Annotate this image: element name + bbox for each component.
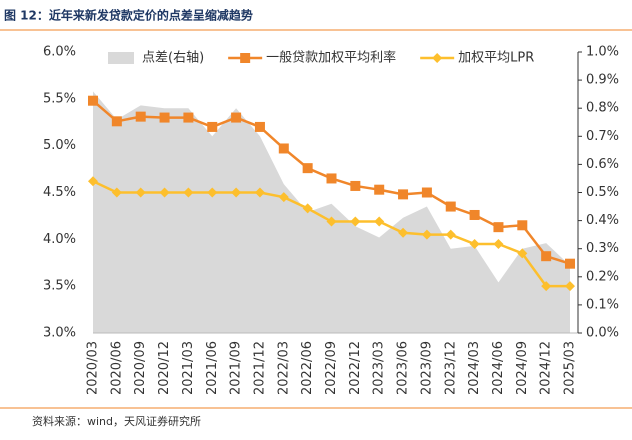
y2-tick-label: 0.7%	[586, 129, 619, 144]
marker	[88, 176, 98, 187]
y2-tick-label: 1.0%	[586, 45, 619, 60]
y-tick-label: 5.0%	[43, 138, 76, 153]
marker	[326, 216, 337, 227]
marker	[159, 187, 170, 198]
marker	[445, 229, 456, 240]
y2-tick-label: 0.8%	[586, 101, 619, 116]
legend-label: 点差(右轴)	[142, 51, 204, 66]
legend-marker	[240, 53, 251, 63]
y-tick-label: 6.0%	[43, 45, 76, 60]
source-note: 资料来源：wind，天风证券研究所	[32, 414, 201, 428]
x-tick-label: 2023/09	[419, 341, 434, 395]
marker	[254, 121, 265, 132]
marker	[493, 222, 504, 233]
area	[93, 91, 570, 333]
marker	[278, 192, 289, 203]
x-tick-label: 2022/09	[324, 341, 339, 395]
marker	[374, 216, 385, 227]
y2-tick-label: 0.0%	[586, 326, 619, 341]
marker	[231, 112, 242, 123]
x-tick-label: 2023/06	[396, 341, 411, 395]
marker	[398, 189, 409, 200]
y2-tick-label: 0.2%	[586, 269, 619, 284]
x-tick-label: 2020/03	[86, 341, 101, 395]
marker	[135, 111, 146, 122]
marker	[326, 173, 337, 184]
marker	[469, 209, 480, 220]
marker	[111, 187, 122, 198]
marker	[374, 184, 385, 195]
marker	[350, 216, 361, 227]
marker	[517, 248, 528, 259]
marker	[207, 187, 218, 198]
x-tick-label: 2024/09	[515, 341, 530, 395]
legend-label: 加权平均LPR	[458, 50, 534, 66]
legend-label: 一般贷款加权平均利率	[266, 50, 396, 66]
marker	[517, 220, 528, 231]
marker	[350, 180, 361, 191]
marker	[302, 203, 313, 214]
y-tick-label: 3.5%	[43, 279, 76, 294]
y2-tick-label: 0.9%	[586, 73, 619, 88]
marker	[493, 239, 504, 250]
marker	[421, 229, 432, 240]
marker	[541, 281, 552, 292]
x-tick-label: 2022/12	[348, 341, 363, 395]
y-tick-label: 5.5%	[43, 91, 76, 106]
marker	[541, 251, 552, 262]
x-tick-label: 2022/03	[276, 341, 291, 395]
marker	[207, 121, 218, 132]
x-tick-label: 2024/06	[491, 341, 506, 395]
legend-swatch	[108, 52, 134, 64]
x-tick-label: 2023/12	[443, 341, 458, 395]
x-tick-label: 2024/03	[467, 341, 482, 395]
marker	[445, 201, 456, 212]
x-tick-label: 2021/03	[181, 341, 196, 395]
marker	[88, 95, 98, 106]
y2-tick-label: 0.4%	[586, 213, 619, 228]
x-tick-label: 2024/12	[539, 341, 554, 395]
marker	[565, 281, 575, 292]
marker	[183, 112, 194, 123]
y-tick-label: 4.0%	[43, 232, 76, 247]
marker	[183, 187, 194, 198]
marker	[231, 187, 242, 198]
y-tick-label: 3.0%	[43, 326, 76, 341]
x-tick-label: 2020/06	[109, 341, 124, 395]
marker	[135, 187, 146, 198]
chart-title: 图 12：近年来新发贷款定价的点差呈缩减趋势	[4, 8, 253, 23]
x-tick-label: 2021/09	[229, 341, 244, 395]
x-tick-label: 2023/03	[372, 341, 387, 395]
x-tick-label: 2025/03	[563, 341, 578, 395]
x-tick-label: 2021/12	[252, 341, 267, 395]
marker	[421, 187, 432, 198]
x-tick-label: 2020/09	[133, 341, 148, 395]
marker	[469, 239, 480, 250]
marker	[302, 163, 313, 174]
x-tick-label: 2022/06	[300, 341, 315, 395]
marker	[565, 258, 575, 269]
y2-tick-label: 0.5%	[586, 185, 619, 200]
marker	[278, 143, 289, 154]
y2-tick-label: 0.3%	[586, 241, 619, 256]
y2-tick-label: 0.1%	[586, 297, 619, 312]
marker	[111, 116, 122, 127]
marker	[159, 112, 170, 123]
marker	[254, 187, 265, 198]
y-tick-label: 4.5%	[43, 185, 76, 200]
x-tick-label: 2020/12	[157, 341, 172, 395]
legend-marker	[432, 53, 443, 63]
marker	[398, 227, 409, 238]
x-tick-label: 2021/06	[205, 341, 220, 395]
y2-tick-label: 0.6%	[586, 157, 619, 172]
